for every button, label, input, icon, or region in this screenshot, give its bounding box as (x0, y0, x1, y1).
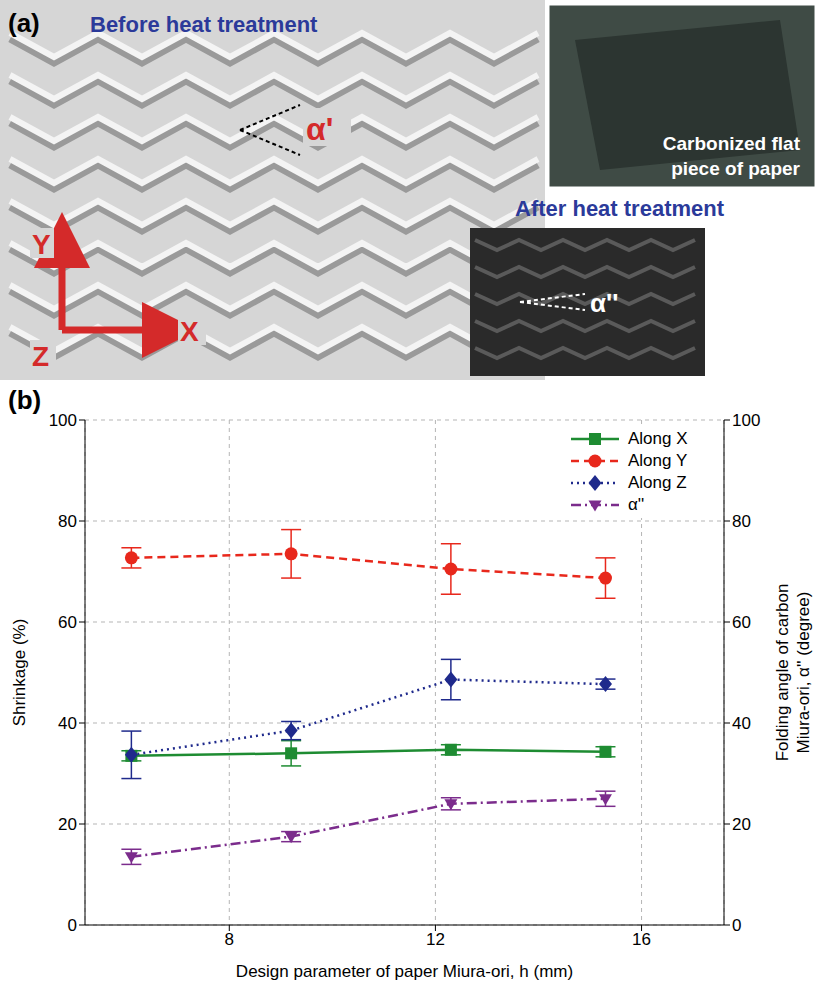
svg-text:12: 12 (426, 930, 445, 949)
svg-text:8: 8 (225, 930, 234, 949)
html-text:Along X: Along X (628, 429, 688, 448)
svg-text:α': α' (306, 111, 333, 147)
svg-text:100: 100 (49, 411, 77, 430)
svg-text:0: 0 (68, 916, 77, 935)
svg-text:Design parameter of paper Miur: Design parameter of paper Miura-ori, h (… (236, 962, 573, 981)
svg-text:0: 0 (732, 916, 741, 935)
svg-text:Y: Y (32, 229, 51, 260)
svg-text:60: 60 (732, 613, 751, 632)
svg-text:Folding angle of carbon: Folding angle of carbon (773, 584, 792, 762)
svg-text:Before heat treatment: Before heat treatment (90, 12, 318, 37)
svg-text:piece of paper: piece of paper (671, 158, 800, 179)
svg-text:Z: Z (32, 341, 49, 372)
svg-text:(a): (a) (8, 8, 40, 38)
svg-text:80: 80 (732, 512, 751, 531)
html-text:α'': α'' (628, 495, 645, 514)
svg-text:Carbonized flat: Carbonized flat (663, 133, 801, 154)
svg-text:40: 40 (732, 714, 751, 733)
svg-text:X: X (180, 316, 199, 347)
svg-text:α'': α'' (590, 288, 618, 318)
svg-text:60: 60 (58, 613, 77, 632)
svg-text:After heat treatment: After heat treatment (515, 196, 725, 221)
svg-text:20: 20 (732, 815, 751, 834)
svg-text:Miura-ori, α'' (degree): Miura-ori, α'' (degree) (794, 592, 813, 754)
html-text:(b): (b) (8, 385, 42, 415)
svg-text:Shrinkage (%): Shrinkage (%) (10, 619, 29, 727)
svg-text:100: 100 (732, 411, 760, 430)
svg-text:20: 20 (58, 815, 77, 834)
svg-text:40: 40 (58, 714, 77, 733)
svg-text:16: 16 (632, 930, 651, 949)
html-text:Along Z: Along Z (628, 473, 687, 492)
svg-text:80: 80 (58, 512, 77, 531)
html-text:Along Y: Along Y (628, 451, 688, 470)
